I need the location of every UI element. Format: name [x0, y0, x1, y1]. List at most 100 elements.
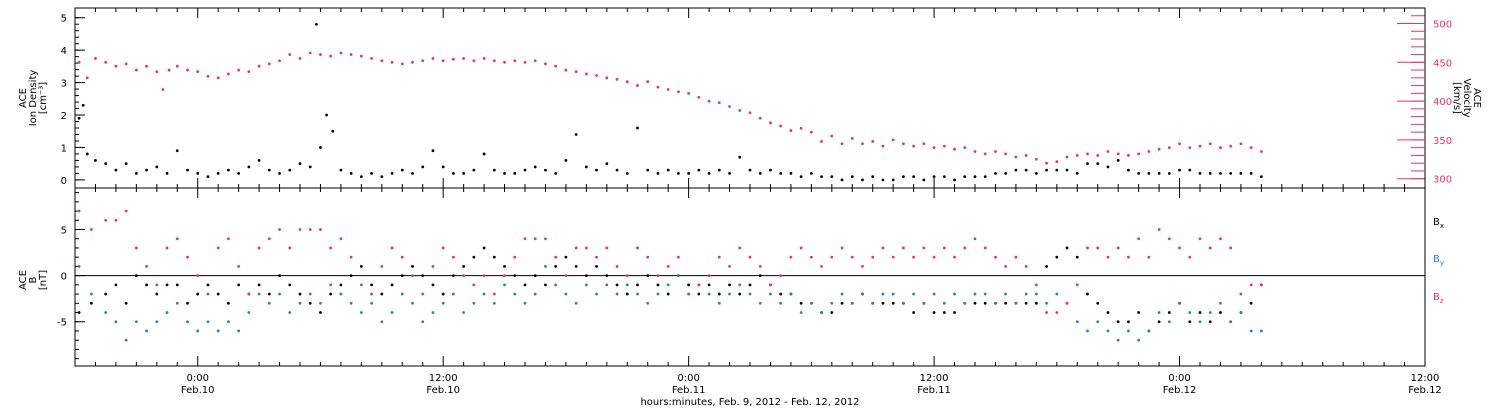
velocity-point	[840, 142, 844, 146]
field-point-bx	[1065, 246, 1069, 250]
field-point-by	[370, 301, 373, 305]
field-point-by	[503, 283, 506, 287]
field-point-bz	[411, 274, 414, 278]
density-point	[646, 168, 650, 172]
field-point-by	[349, 301, 353, 305]
density-point	[1167, 172, 1171, 175]
field-point-bz	[267, 237, 271, 241]
velocity-point	[615, 77, 619, 81]
density-point	[697, 168, 701, 172]
field-point-bz	[1014, 255, 1018, 259]
density-point	[625, 172, 629, 175]
field-point-by	[145, 329, 148, 333]
field-point-bx	[758, 274, 762, 278]
density-point	[278, 172, 281, 175]
velocity-point	[1167, 146, 1171, 150]
field-point-by	[677, 274, 680, 278]
velocity-point	[1147, 150, 1151, 153]
velocity-point	[994, 150, 997, 153]
velocity-point	[1004, 152, 1008, 156]
date-tick-label: Feb.10	[181, 385, 215, 396]
velocity-point	[85, 76, 89, 80]
time-tick-label: 12:00	[920, 373, 949, 384]
legend-bz-subscript: z	[1440, 297, 1444, 305]
field-point-by	[1208, 311, 1212, 314]
field-point-bz	[1259, 283, 1263, 287]
velocity-point	[646, 80, 650, 84]
field-point-bz	[237, 264, 241, 268]
field-point-bx	[1086, 292, 1089, 296]
field-point-by	[891, 292, 895, 296]
density-point	[325, 113, 328, 117]
density-point	[861, 178, 864, 182]
field-point-by	[257, 292, 261, 296]
density-point	[1178, 168, 1181, 172]
velocity-point	[104, 60, 108, 64]
velocity-point	[421, 59, 425, 63]
field-point-by	[472, 301, 476, 305]
field-point-bx	[932, 311, 936, 314]
field-point-bz	[523, 237, 527, 241]
field-point-by	[1167, 320, 1171, 324]
velocity-point	[554, 64, 558, 68]
velocity-point	[912, 144, 916, 148]
velocity-point	[953, 147, 956, 151]
density-tick-label: 2	[61, 111, 67, 122]
field-point-bz	[77, 209, 81, 213]
velocity-point	[687, 91, 691, 95]
density-point	[871, 175, 875, 179]
density-point	[411, 172, 414, 175]
field-point-bz	[165, 246, 169, 250]
field-point-by	[615, 292, 619, 296]
field-point-bz	[1249, 283, 1253, 287]
velocity-point	[145, 64, 148, 68]
field-point-by	[165, 311, 169, 314]
field-point-by	[1014, 301, 1018, 305]
field-point-bx	[779, 292, 783, 296]
density-point	[656, 172, 660, 175]
field-point-bx	[584, 274, 588, 278]
density-point	[114, 168, 118, 172]
velocity-point	[717, 101, 721, 105]
velocity-point	[167, 68, 171, 72]
field-point-by	[452, 292, 455, 296]
field-point-by	[584, 283, 588, 287]
density-point	[748, 168, 752, 172]
field-point-by	[175, 301, 179, 305]
field-point-bx	[799, 301, 803, 305]
density-point	[1106, 165, 1110, 169]
velocity-point	[431, 57, 435, 60]
field-point-bx	[145, 283, 148, 287]
velocity-point	[441, 59, 445, 63]
density-point	[331, 129, 335, 133]
field-point-bx	[513, 274, 517, 278]
field-point-bx	[1219, 311, 1222, 314]
density-point	[707, 172, 711, 175]
density-point	[994, 172, 997, 175]
density-point	[186, 168, 189, 172]
field-point-bz	[544, 237, 547, 241]
density-point	[227, 168, 230, 172]
density-point	[605, 162, 609, 166]
field-point-bz	[145, 264, 148, 268]
field-point-bz	[175, 237, 179, 241]
velocity-point	[216, 76, 220, 80]
field-point-by	[758, 301, 762, 305]
velocity-point	[196, 70, 200, 74]
field-point-by	[656, 292, 660, 296]
velocity-point	[288, 53, 292, 56]
field-point-bx	[77, 311, 81, 314]
field-point-by	[544, 264, 547, 268]
field-point-bx	[288, 283, 292, 287]
field-point-bz	[89, 228, 93, 231]
velocity-point	[963, 146, 967, 150]
velocity-point	[482, 57, 486, 60]
field-point-by	[1075, 320, 1079, 324]
velocity-point	[186, 68, 189, 72]
field-point-bz	[308, 228, 312, 231]
velocity-tick-label: 450	[1433, 58, 1452, 69]
date-tick-label: Feb.10	[426, 385, 460, 396]
field-point-bx	[462, 264, 466, 268]
field-point-bx	[697, 292, 701, 296]
field-point-bz	[319, 228, 322, 231]
